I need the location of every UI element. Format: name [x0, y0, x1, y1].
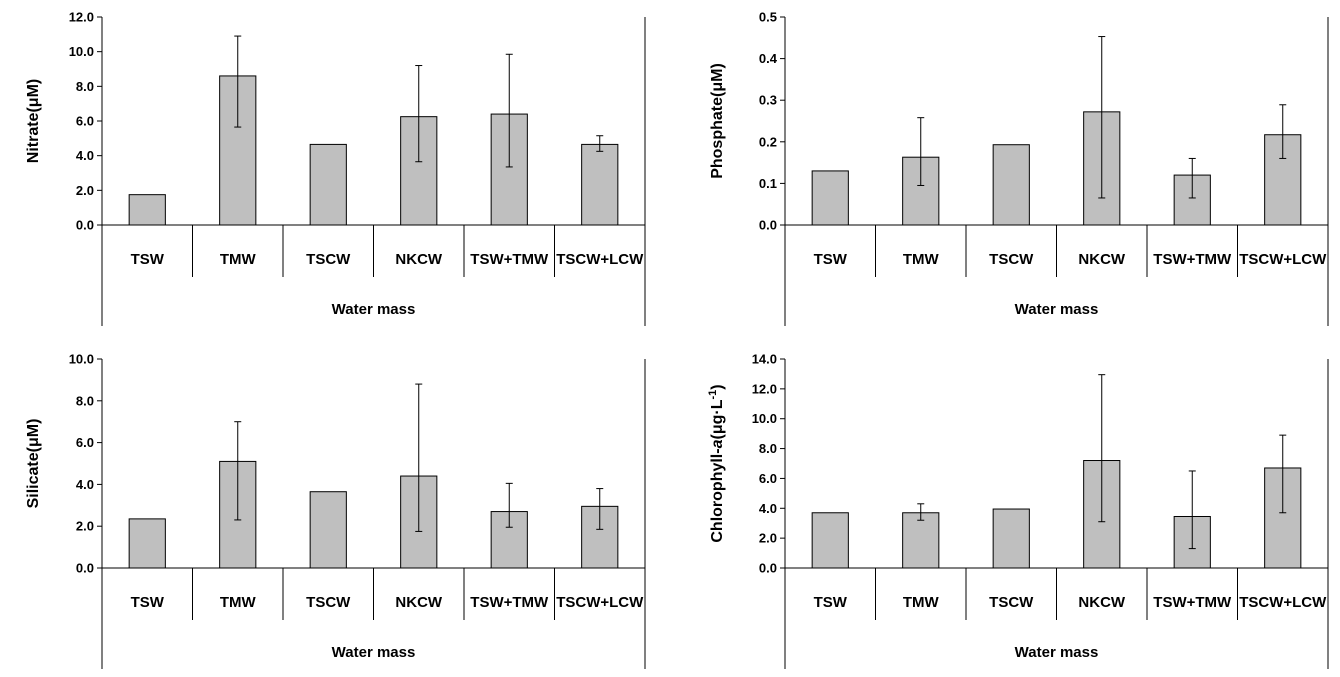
x-category-label: TSW — [814, 594, 848, 611]
y-tick-label: 4.0 — [76, 477, 94, 492]
x-axis-title: Water mass — [332, 301, 416, 318]
x-category-label: TSCW+LCW — [556, 251, 644, 268]
y-tick-label: 8.0 — [76, 79, 94, 94]
x-category-label: TSCW — [989, 594, 1034, 611]
y-tick-label: 6.0 — [759, 471, 777, 486]
x-category-label: TSW — [814, 251, 848, 268]
x-category-label: TSCW+LCW — [1239, 594, 1327, 611]
y-tick-label: 0.0 — [76, 218, 94, 233]
y-tick-label: 14.0 — [752, 352, 777, 367]
bar-tscw-plus-lcw — [581, 143, 619, 226]
bar-tscw — [992, 144, 1030, 226]
x-category-label: TMW — [903, 251, 940, 268]
y-axis-title: Nitrate(μM) — [25, 79, 42, 163]
bar-tsw — [128, 518, 166, 569]
y-tick-label: 0.4 — [759, 51, 778, 66]
chart-panel-2: 0.0 0.1 0.2 0.3 0.4 0.5 TSW TMW TSCW NKCW TSW+TMW T… — [709, 10, 1329, 326]
x-category-label: TMW — [220, 251, 257, 268]
y-tick-label: 2.0 — [759, 531, 777, 546]
x-category-label: TSW+TMW — [1153, 251, 1232, 268]
y-axis-title-superscript: -1 — [707, 390, 719, 400]
y-tick-label: 12.0 — [752, 381, 777, 396]
y-axis-title: Phosphate(μM) — [709, 63, 726, 179]
bar-tscw — [309, 491, 347, 569]
y-tick-label: 2.0 — [76, 519, 94, 534]
x-category-label: TSW — [131, 251, 165, 268]
x-axis-title: Water mass — [332, 644, 416, 661]
x-category-label: NKCW — [395, 594, 442, 611]
x-axis-title: Water mass — [1015, 644, 1099, 661]
x-category-label: TSCW+LCW — [1239, 251, 1327, 268]
x-category-label: TMW — [903, 594, 940, 611]
y-axis-title: Chlorophyll-a(μg·L-1) — [707, 384, 726, 542]
y-tick-label: 4.0 — [76, 148, 94, 163]
y-tick-label: 10.0 — [752, 411, 777, 426]
y-tick-label: 12.0 — [69, 10, 94, 25]
bar-tsw — [128, 194, 166, 226]
y-axis-title-suffix: ) — [709, 384, 726, 389]
y-axis-title-italic: a — [709, 439, 726, 448]
x-category-label: TSW+TMW — [470, 251, 549, 268]
bar-tmw — [902, 156, 940, 226]
y-tick-label: 0.5 — [759, 10, 777, 25]
y-tick-label: 10.0 — [69, 44, 94, 59]
chart-panel-3: 0.0 2.0 4.0 6.0 8.0 10.0 TSW TMW TSCW NKCW TSW+TMW… — [25, 352, 646, 669]
x-category-label: TSCW+LCW — [556, 594, 644, 611]
x-category-label: TSW+TMW — [470, 594, 549, 611]
y-axis-title: Silicate(μM) — [25, 419, 42, 509]
bar-tsw — [811, 512, 849, 569]
y-tick-label: 6.0 — [76, 114, 94, 129]
x-category-label: TSW+TMW — [1153, 594, 1232, 611]
y-tick-label: 2.0 — [76, 183, 94, 198]
y-tick-label: 6.0 — [76, 435, 94, 450]
x-category-label: TSW — [131, 594, 165, 611]
x-category-label: NKCW — [1078, 251, 1125, 268]
chart-panel-1: 0.0 2.0 4.0 6.0 8.0 10.0 12.0 TSW TMW TSCW NKCW TSW… — [25, 10, 646, 326]
y-tick-label: 0.0 — [759, 561, 777, 576]
bar-tsw — [811, 170, 849, 226]
y-axis-title-unit: (μg·L — [709, 399, 726, 439]
x-category-label: NKCW — [395, 251, 442, 268]
bar-tscw — [309, 143, 347, 226]
x-category-label: NKCW — [1078, 594, 1125, 611]
x-category-label: TMW — [220, 594, 257, 611]
y-tick-label: 0.1 — [759, 176, 777, 191]
x-category-label: TSCW — [306, 251, 351, 268]
bar-tscw — [992, 508, 1030, 569]
y-tick-label: 0.2 — [759, 134, 777, 149]
y-tick-label: 10.0 — [69, 352, 94, 367]
y-tick-label: 8.0 — [76, 393, 94, 408]
y-tick-label: 0.0 — [76, 561, 94, 576]
y-tick-label: 0.0 — [759, 218, 777, 233]
chart-panel-4: 0.0 2.0 4.0 6.0 8.0 10.0 12.0 14.0 TSW TMW TSCW NKC… — [707, 352, 1329, 669]
x-category-label: TSCW — [989, 251, 1034, 268]
x-axis-title: Water mass — [1015, 301, 1099, 318]
y-tick-label: 8.0 — [759, 441, 777, 456]
x-category-label: TSCW — [306, 594, 351, 611]
bar-tmw — [902, 512, 940, 569]
y-axis-title-prefix: Chlorophyll- — [709, 448, 726, 542]
y-tick-label: 0.3 — [759, 93, 777, 108]
y-tick-label: 4.0 — [759, 501, 777, 516]
